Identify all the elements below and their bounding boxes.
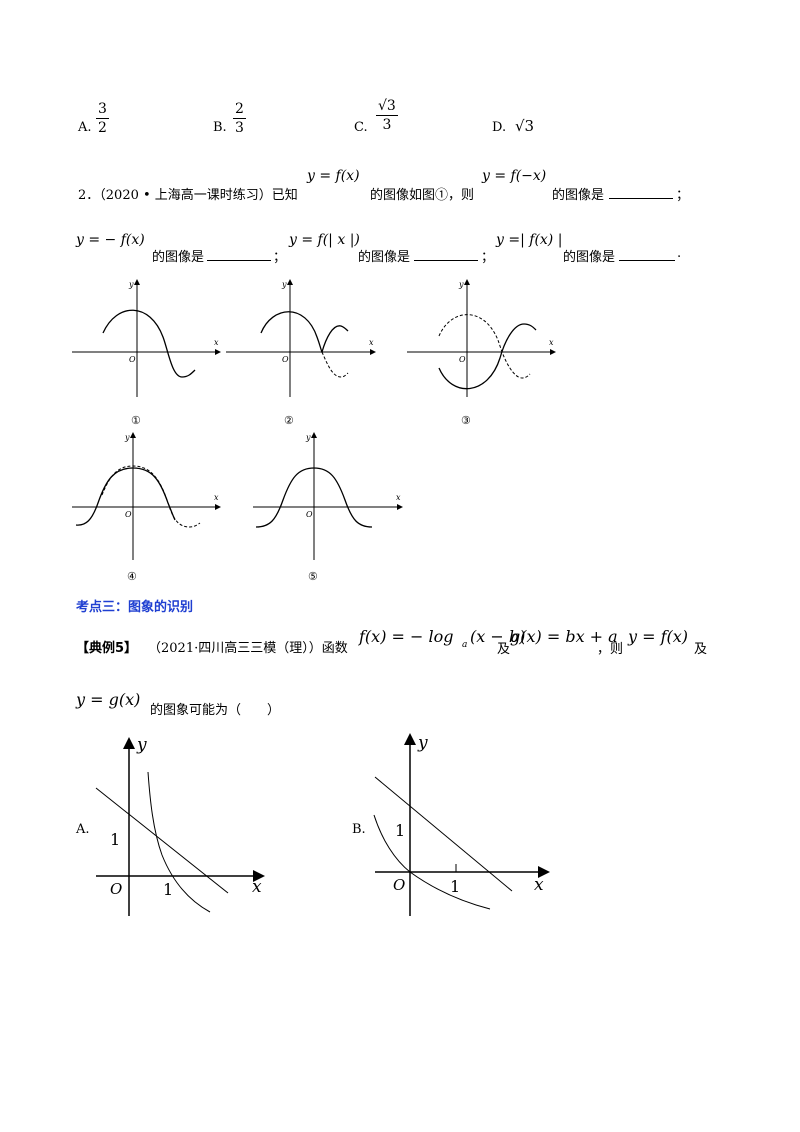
choice-b-x-label: x — [534, 875, 544, 895]
q2-end: . — [677, 246, 682, 261]
option-d-label: D. — [492, 120, 507, 135]
q2-sep2: ； — [273, 250, 287, 265]
choice-a-y-one: 1 — [110, 830, 120, 849]
example-tag: 【典例5】 — [76, 641, 138, 656]
choice-graphs-figure: x y O 1 1 x y O 1 1 — [95, 733, 550, 916]
graph-2-caption: ② — [284, 414, 294, 427]
graph-2-dashed-curve — [321, 351, 349, 378]
choice-b-label[interactable]: B. — [352, 822, 366, 837]
q2-expr-fx: y = f(x) — [307, 168, 360, 184]
graph-4-x-label: x — [214, 493, 219, 502]
graph-1: x y O ① — [72, 279, 221, 427]
answer-blank-4 — [619, 246, 675, 261]
option-b-label: B. — [213, 120, 227, 135]
graph-3-caption: ③ — [461, 414, 471, 427]
choice-a-x-label: x — [252, 877, 262, 897]
example-y-f: y = f(x) — [628, 627, 689, 646]
q2-sep1: ； — [676, 188, 690, 203]
graph-5-origin: O — [306, 510, 313, 519]
option-b-numerator: 2 — [235, 101, 244, 117]
option-b-denominator: 3 — [235, 120, 244, 136]
q2-text4: 的图像是 — [358, 250, 411, 265]
choice-a-log-curve — [147, 771, 211, 913]
choice-a-origin: O — [110, 880, 122, 898]
choice-b-y-label: y — [417, 733, 428, 753]
choice-b-x-one: 1 — [450, 877, 460, 896]
q2-expr-neg-fx: y = − f(x) — [76, 232, 145, 248]
graph-5-curve — [255, 467, 373, 528]
example-question: 的图象可能为（ ） — [150, 703, 281, 718]
graph-4-caption: ④ — [127, 570, 137, 583]
graph-2-curve — [260, 311, 349, 354]
q2-text3: 的图像是 — [152, 250, 205, 265]
choice-b-line — [374, 776, 513, 892]
graph-2-origin: O — [282, 355, 289, 364]
graph-5: x y O ⑤ — [253, 432, 403, 583]
example-and2: 及 — [694, 642, 708, 657]
choice-b-graph[interactable]: x y O 1 1 — [373, 733, 550, 916]
graph-2-y-label: y — [281, 280, 287, 289]
graph-3-curve — [438, 323, 537, 390]
q2-prefix: 2．（2020 • 上海高一课时练习）已知 — [78, 188, 298, 203]
graph-4-y-label: y — [124, 433, 130, 442]
example-then: ，则 — [597, 642, 624, 657]
graph-4-dashed-curve — [101, 465, 201, 528]
choice-b-origin: O — [393, 876, 405, 894]
answer-blank-2 — [207, 246, 271, 261]
choice-b-y-one: 1 — [395, 821, 405, 840]
function-graphs-figure: x y O ① x y O ② x y O ③ x y O ④ — [72, 279, 556, 583]
example-and1: 及 — [497, 642, 511, 657]
q2-text2: 的图像是 — [552, 188, 605, 203]
q2-text5: 的图像是 — [563, 250, 616, 265]
example-f-arg: (x − b) — [470, 627, 526, 646]
choice-b-log-curve — [373, 814, 491, 910]
option-a-fraction: 3 2 — [96, 101, 109, 136]
graph-5-y-label: y — [305, 433, 311, 442]
graph-1-y-label: y — [128, 280, 134, 289]
q2-expr-f-absx: y = f(| x |) — [289, 232, 360, 248]
choice-a-y-label: y — [136, 735, 147, 755]
option-c-fraction: √3 3 — [376, 98, 398, 133]
example-log-base: a — [462, 640, 468, 650]
graph-5-x-label: x — [396, 493, 401, 502]
choice-a-label[interactable]: A. — [76, 822, 90, 837]
option-a-denominator: 2 — [98, 120, 107, 136]
graph-3-dashed-curve — [438, 314, 531, 379]
answer-blank-1 — [609, 184, 673, 199]
graph-4: x y O ④ — [72, 432, 221, 583]
option-c-label: C. — [354, 120, 368, 135]
graph-2-x-label: x — [369, 338, 374, 347]
graph-2: x y O ② — [226, 279, 376, 427]
graph-1-x-label: x — [214, 338, 219, 347]
example-g-expr: g(x) = bx + a — [510, 627, 618, 646]
choice-a-x-one: 1 — [163, 880, 173, 899]
choice-a-graph[interactable]: x y O 1 1 — [95, 735, 265, 916]
graph-1-caption: ① — [131, 414, 141, 427]
graph-3-y-label: y — [458, 280, 464, 289]
graph-1-origin: O — [129, 355, 136, 364]
graph-4-origin: O — [125, 510, 132, 519]
graph-3-origin: O — [459, 355, 466, 364]
graph-1-curve — [102, 309, 196, 378]
graph-3: x y O ③ — [407, 279, 556, 427]
q2-expr-abs-fx: y =| f(x) | — [496, 232, 563, 248]
answer-blank-3 — [414, 246, 478, 261]
option-d-value: √3 — [515, 117, 535, 135]
graph-3-x-label: x — [549, 338, 554, 347]
option-c-denominator: 3 — [382, 117, 392, 133]
option-b-fraction: 2 3 — [233, 101, 246, 136]
option-a-numerator: 3 — [98, 101, 107, 117]
example-source: （2021·四川高三三模（理））函数 — [148, 641, 348, 656]
option-a-label: A. — [78, 120, 92, 135]
example-f-expr: f(x) = − log — [359, 627, 454, 646]
option-c-numerator: √3 — [378, 98, 396, 114]
q2-expr-f-negx: y = f(−x) — [482, 168, 547, 184]
graph-5-caption: ⑤ — [308, 570, 318, 583]
q2-sep3: ； — [481, 250, 495, 265]
choice-a-line — [95, 787, 229, 894]
section-heading: 考点三：图象的识别 — [76, 600, 194, 615]
q2-text1: 的图像如图①，则 — [370, 188, 475, 203]
example-y-g: y = g(x) — [76, 690, 141, 709]
